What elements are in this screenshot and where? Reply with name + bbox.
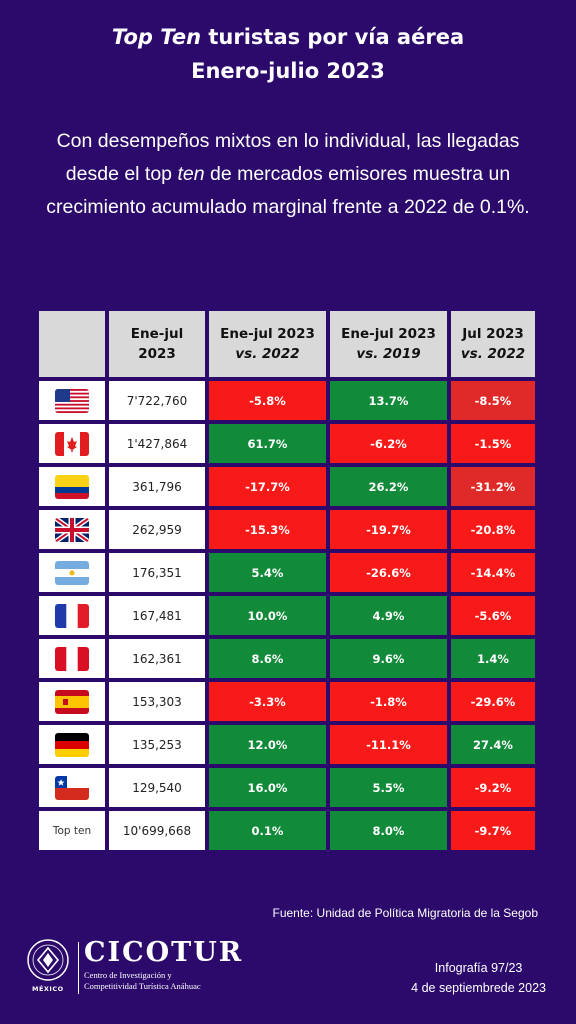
arrivals-value: 7'722,760	[109, 381, 205, 420]
change-cell: 1.4%	[451, 639, 535, 678]
change-cell: -9.2%	[451, 768, 535, 807]
arrivals-value: 167,481	[109, 596, 205, 635]
change-cell: -11.1%	[330, 725, 447, 764]
arrivals-value: 135,253	[109, 725, 205, 764]
change-cell: 5.4%	[209, 553, 326, 592]
change-cell: 5.5%	[330, 768, 447, 807]
change-cell: 9.6%	[330, 639, 447, 678]
logo-divider	[78, 942, 79, 994]
change-cell: -17.7%	[209, 467, 326, 506]
chile-flag-icon	[55, 775, 89, 800]
brand-name: CICOTUR	[84, 937, 244, 968]
argentina-flag-icon	[55, 560, 89, 585]
country-flag-cell	[39, 596, 105, 635]
change-cell: -19.7%	[330, 510, 447, 549]
title-line-2: Enero-julio 2023	[191, 59, 385, 83]
change-cell: 13.7%	[330, 381, 447, 420]
colombia-flag-icon	[55, 474, 89, 499]
country-flag-cell	[39, 467, 105, 506]
infographic-credit: Infografía 97/23 4 de septiembrede 2023	[411, 958, 546, 998]
arrivals-value: 129,540	[109, 768, 205, 807]
spain-flag-icon	[55, 689, 89, 714]
change-cell: -29.6%	[451, 682, 535, 721]
france-flag-icon	[55, 603, 89, 628]
change-cell: -1.8%	[330, 682, 447, 721]
country-flag-cell	[39, 682, 105, 721]
total-label: Top ten	[39, 811, 105, 850]
change-cell: -8.5%	[451, 381, 535, 420]
header-ene-jul-2023: Ene-jul 2023	[109, 311, 205, 377]
infographic-number: Infografía 97/23	[434, 961, 523, 975]
change-cell: -15.3%	[209, 510, 326, 549]
change-cell: 27.4%	[451, 725, 535, 764]
title-line-1: Top Ten turistas por vía aérea	[111, 25, 465, 49]
change-cell: 10.0%	[209, 596, 326, 635]
arrivals-value: 162,361	[109, 639, 205, 678]
header-vs-2019: Ene-jul 2023 vs. 2019	[330, 311, 447, 377]
infographic-title: Top Ten turistas por vía aérea Enero-jul…	[0, 20, 576, 88]
change-cell: -14.4%	[451, 553, 535, 592]
uk-flag-icon	[55, 517, 89, 542]
country-flag-cell	[39, 424, 105, 463]
total-change-cell: -9.7%	[451, 811, 535, 850]
change-cell: -6.2%	[330, 424, 447, 463]
change-cell: 8.6%	[209, 639, 326, 678]
header-jul-vs-2022: Jul 2023 vs. 2022	[451, 311, 535, 377]
total-change-cell: 8.0%	[330, 811, 447, 850]
change-cell: 4.9%	[330, 596, 447, 635]
country-flag-cell	[39, 510, 105, 549]
peru-flag-icon	[55, 646, 89, 671]
country-flag-cell	[39, 725, 105, 764]
usa-flag-icon	[55, 388, 89, 413]
change-cell: 12.0%	[209, 725, 326, 764]
publication-date: 4 de septiembrede 2023	[411, 981, 546, 995]
change-cell: -31.2%	[451, 467, 535, 506]
arrivals-value: 176,351	[109, 553, 205, 592]
anahuac-seal-icon	[27, 939, 69, 981]
brand-subtitle: Centro de Investigación y Competitividad…	[84, 970, 201, 991]
total-change-cell: 0.1%	[209, 811, 326, 850]
country-flag-cell	[39, 381, 105, 420]
seal-caption: MÉXICO	[32, 985, 64, 993]
country-flag-cell	[39, 553, 105, 592]
infographic-subtitle: Con desempeños mixtos en lo individual, …	[46, 130, 530, 218]
change-cell: 61.7%	[209, 424, 326, 463]
header-corner	[39, 311, 105, 377]
change-cell: -3.3%	[209, 682, 326, 721]
change-cell: -26.6%	[330, 553, 447, 592]
cicotur-logo: MÉXICO CICOTUR Centro de Investigación y…	[26, 938, 241, 998]
change-cell: -1.5%	[451, 424, 535, 463]
change-cell: -5.6%	[451, 596, 535, 635]
total-arrivals-value: 10'699,668	[109, 811, 205, 850]
country-flag-cell	[39, 768, 105, 807]
change-cell: 26.2%	[330, 467, 447, 506]
canada-flag-icon	[55, 431, 89, 456]
header-vs-2022: Ene-jul 2023 vs. 2022	[209, 311, 326, 377]
arrivals-value: 262,959	[109, 510, 205, 549]
source-note: Fuente: Unidad de Política Migratoria de…	[272, 906, 539, 920]
arrivals-value: 153,303	[109, 682, 205, 721]
arrivals-value: 361,796	[109, 467, 205, 506]
germany-flag-icon	[55, 732, 89, 757]
change-cell: -20.8%	[451, 510, 535, 549]
arrivals-table: Ene-jul 2023 Ene-jul 2023 vs. 2022 Ene-j…	[39, 311, 535, 850]
change-cell: -5.8%	[209, 381, 326, 420]
country-flag-cell	[39, 639, 105, 678]
arrivals-value: 1'427,864	[109, 424, 205, 463]
change-cell: 16.0%	[209, 768, 326, 807]
